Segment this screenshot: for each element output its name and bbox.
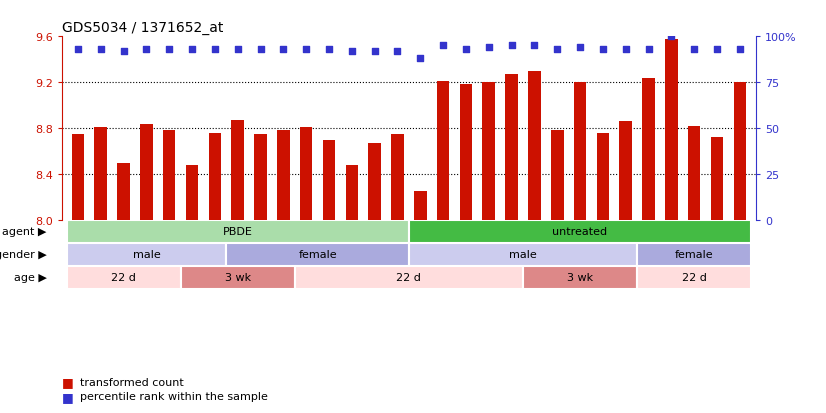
Bar: [72, 135, 84, 221]
Bar: [181, 266, 295, 289]
Bar: [226, 243, 409, 266]
Point: [642, 47, 655, 53]
Bar: [596, 133, 609, 221]
Text: transformed count: transformed count: [80, 377, 184, 387]
Bar: [506, 75, 518, 221]
Point: [414, 56, 427, 62]
Point: [459, 47, 472, 53]
Bar: [414, 192, 426, 221]
Point: [573, 45, 586, 52]
Bar: [523, 266, 637, 289]
Bar: [368, 144, 381, 221]
Bar: [345, 166, 358, 221]
Bar: [67, 221, 409, 243]
Text: female: female: [675, 250, 714, 260]
Point: [687, 47, 700, 53]
Text: 22 d: 22 d: [112, 273, 136, 282]
Point: [710, 47, 724, 53]
Text: untreated: untreated: [553, 227, 608, 237]
Bar: [67, 243, 226, 266]
Text: 22 d: 22 d: [396, 273, 421, 282]
Point: [322, 47, 335, 53]
Point: [71, 47, 84, 53]
Bar: [94, 128, 107, 221]
Bar: [295, 266, 523, 289]
Bar: [528, 71, 541, 221]
Bar: [392, 135, 404, 221]
Bar: [209, 133, 221, 221]
Text: gender ▶: gender ▶: [0, 250, 47, 260]
Point: [733, 47, 747, 53]
Point: [551, 47, 564, 53]
Bar: [254, 135, 267, 221]
Bar: [140, 124, 153, 221]
Point: [391, 48, 404, 55]
Point: [368, 48, 382, 55]
Bar: [437, 82, 449, 221]
Bar: [574, 83, 586, 221]
Point: [277, 47, 290, 53]
Bar: [710, 138, 724, 221]
Bar: [665, 40, 677, 221]
Bar: [733, 83, 746, 221]
Text: 3 wk: 3 wk: [567, 273, 593, 282]
Bar: [620, 122, 632, 221]
Bar: [637, 243, 751, 266]
Bar: [637, 266, 751, 289]
Bar: [459, 85, 472, 221]
Bar: [482, 83, 495, 221]
Point: [505, 43, 518, 50]
Bar: [323, 140, 335, 221]
Bar: [409, 243, 637, 266]
Bar: [300, 128, 312, 221]
Bar: [688, 126, 700, 221]
Point: [300, 47, 313, 53]
Point: [665, 34, 678, 40]
Bar: [163, 131, 175, 221]
Bar: [277, 131, 290, 221]
Text: 3 wk: 3 wk: [225, 273, 251, 282]
Point: [620, 47, 633, 53]
Text: male: male: [509, 250, 537, 260]
Bar: [409, 221, 751, 243]
Bar: [186, 166, 198, 221]
Text: age ▶: age ▶: [14, 273, 47, 282]
Bar: [643, 78, 655, 221]
Text: PBDE: PBDE: [223, 227, 253, 237]
Text: ■: ■: [62, 375, 74, 389]
Text: male: male: [132, 250, 160, 260]
Bar: [551, 131, 563, 221]
Point: [528, 43, 541, 50]
Text: GDS5034 / 1371652_at: GDS5034 / 1371652_at: [62, 21, 223, 35]
Point: [140, 47, 153, 53]
Bar: [117, 163, 130, 221]
Point: [596, 47, 610, 53]
Point: [94, 47, 107, 53]
Point: [186, 47, 199, 53]
Point: [436, 43, 449, 50]
Point: [254, 47, 267, 53]
Text: female: female: [298, 250, 337, 260]
Point: [117, 48, 131, 55]
Point: [208, 47, 221, 53]
Text: percentile rank within the sample: percentile rank within the sample: [80, 392, 268, 401]
Bar: [231, 121, 244, 221]
Point: [231, 47, 244, 53]
Text: ■: ■: [62, 390, 74, 403]
Point: [482, 45, 496, 52]
Bar: [67, 266, 181, 289]
Point: [163, 47, 176, 53]
Point: [345, 48, 358, 55]
Text: agent ▶: agent ▶: [2, 227, 47, 237]
Text: 22 d: 22 d: [681, 273, 706, 282]
